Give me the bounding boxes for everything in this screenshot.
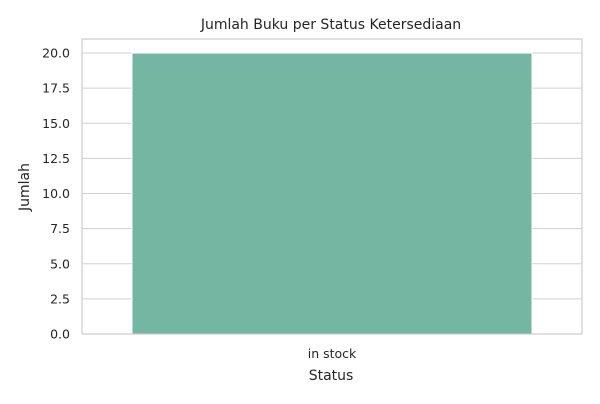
y-tick-label: 17.5 [42, 81, 70, 96]
plot-frame [81, 38, 583, 335]
y-tick-labels: 0.0 2.5 5.0 7.5 10.0 12.5 15.0 17.5 20.0 [42, 46, 70, 342]
y-axis-label: Jumlah [17, 163, 33, 212]
bars [131, 52, 533, 335]
bar-in-stock [131, 52, 533, 335]
y-tick-label: 2.5 [50, 291, 70, 306]
y-tick-label: 15.0 [42, 116, 70, 131]
y-tick-label: 12.5 [42, 151, 70, 166]
y-tick-label: 7.5 [50, 221, 70, 236]
y-tick-label: 20.0 [42, 46, 70, 61]
x-axis-label: Status [309, 368, 354, 384]
chart-title: Jumlah Buku per Status Ketersediaan [200, 17, 461, 33]
y-tick-label: 10.0 [42, 186, 70, 201]
x-tick-label: in stock [308, 346, 357, 361]
x-tick-labels: in stock [308, 346, 357, 361]
y-tick-label: 0.0 [50, 327, 70, 342]
y-tick-label: 5.0 [50, 256, 70, 271]
